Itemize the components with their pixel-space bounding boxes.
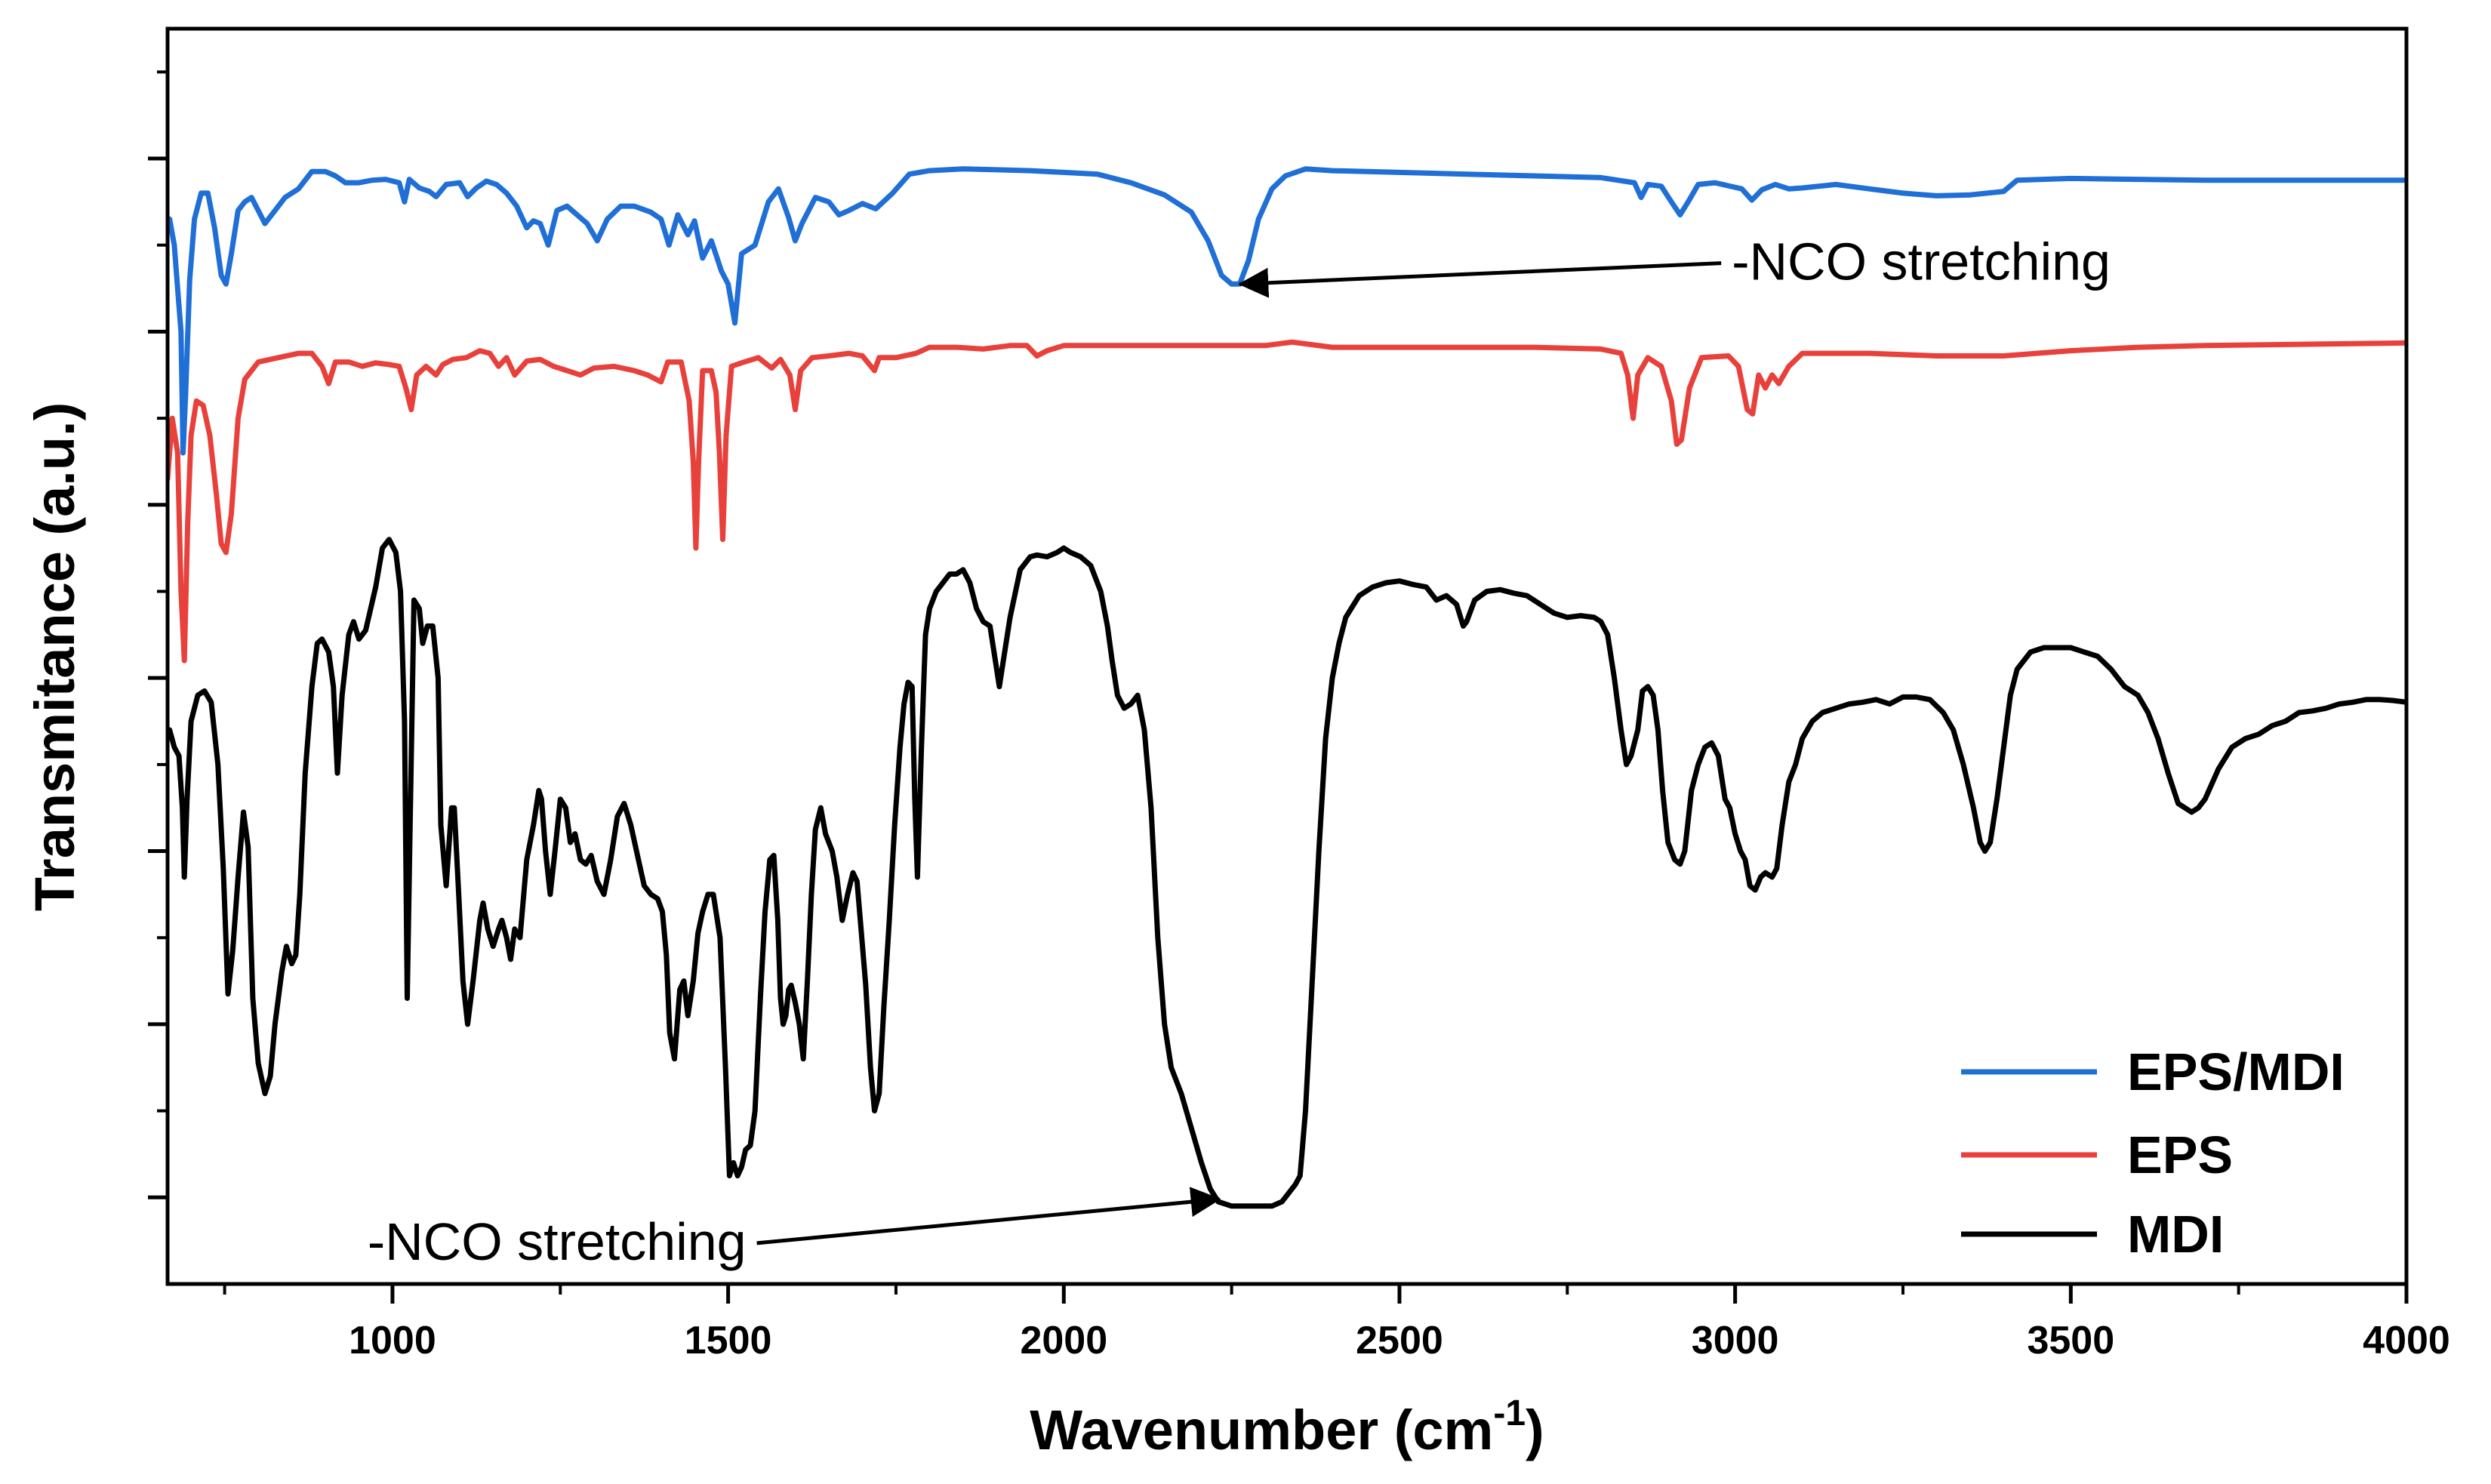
x-tick-label: 1500 — [685, 1319, 772, 1362]
legend-label: EPS — [2127, 1125, 2233, 1184]
x-axis-title-superscript: -1 — [1493, 1393, 1526, 1433]
x-axis-ticks: 1000 1500 2000 2500 3000 3500 4000 — [223, 1284, 2450, 1362]
x-tick-label: 1000 — [349, 1319, 436, 1362]
series-layer — [168, 166, 2406, 1209]
x-tick-label: 2500 — [1356, 1319, 1443, 1362]
annotations: -NCO stretching -NCO stretching — [368, 232, 2111, 1271]
series-line-mdi — [168, 537, 2406, 1209]
annotation-arrow — [1238, 261, 1722, 298]
x-tick-label: 2000 — [1020, 1319, 1107, 1362]
annotation-label: -NCO stretching — [1732, 232, 2111, 291]
x-tick-label: 4000 — [2363, 1319, 2450, 1362]
x-tick-label: 3000 — [1692, 1319, 1779, 1362]
x-axis-title: Wavenumber (cm-1) — [1030, 1393, 1544, 1461]
annotation-label: -NCO stretching — [368, 1212, 747, 1271]
x-tick-label: 3500 — [2027, 1319, 2114, 1362]
plot-frame — [165, 26, 2409, 1286]
series-line-eps-mdi — [168, 166, 2406, 456]
annotation-arrow — [756, 1187, 1221, 1245]
series-line-eps — [168, 339, 2406, 663]
x-axis-title-end: ) — [1526, 1399, 1544, 1461]
x-axis-title-main: Wavenumber (cm — [1030, 1399, 1493, 1461]
legend-label: MDI — [2127, 1205, 2224, 1264]
y-axis-ticks — [148, 70, 168, 1199]
y-axis-title: Transmitance (a.u.) — [23, 402, 86, 911]
legend: EPS/MDI EPS MDI — [1961, 1042, 2345, 1264]
legend-label: EPS/MDI — [2127, 1042, 2345, 1101]
